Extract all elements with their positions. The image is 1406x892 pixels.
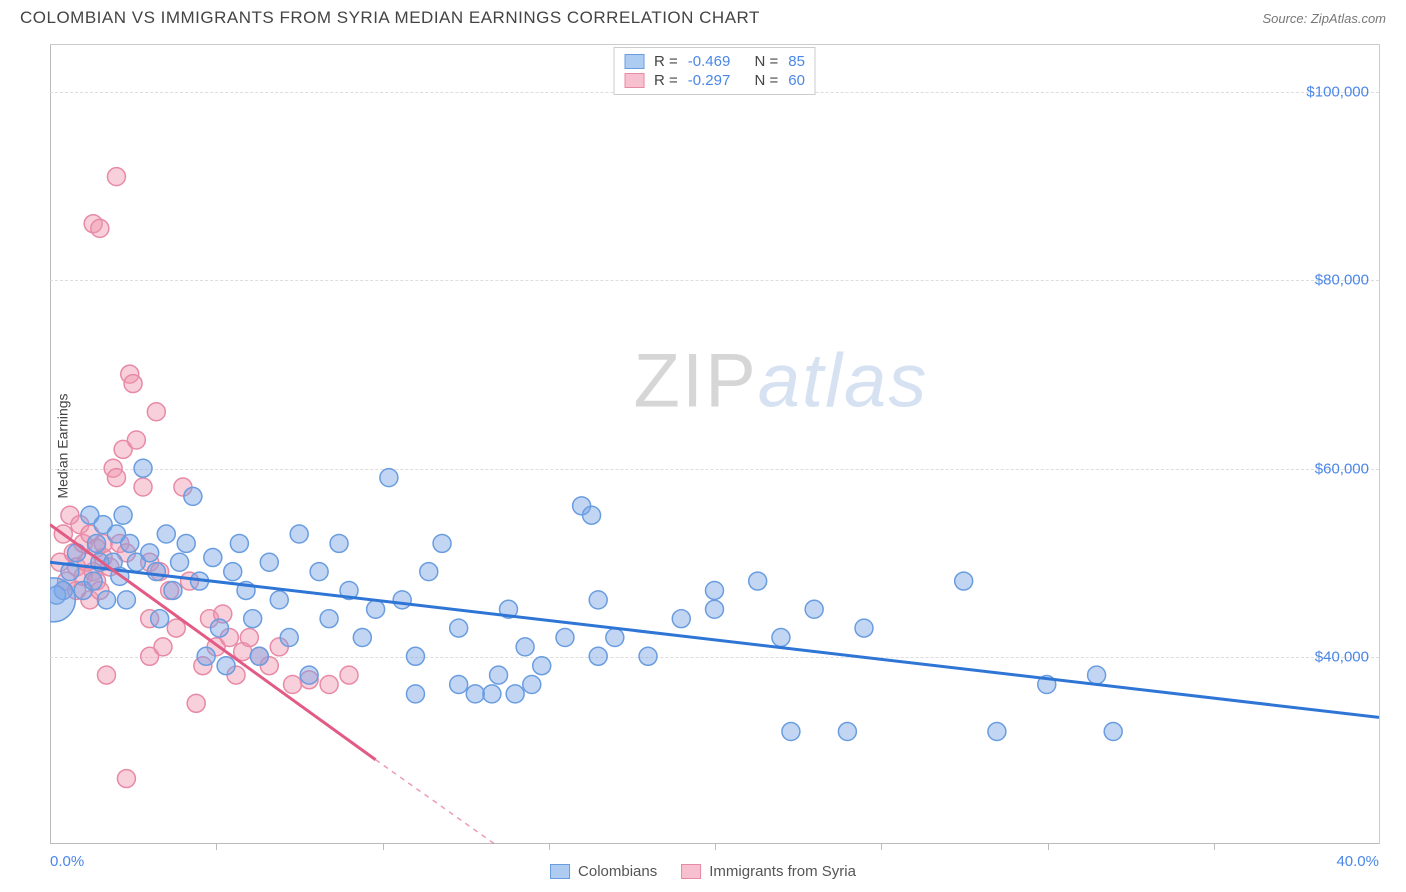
series-legend: Colombians Immigrants from Syria <box>550 863 856 880</box>
legend-label-colombians: Colombians <box>578 863 657 880</box>
x-tick <box>383 844 384 850</box>
r-value-syria: -0.297 <box>688 72 731 89</box>
x-tick <box>881 844 882 850</box>
chart-title: COLOMBIAN VS IMMIGRANTS FROM SYRIA MEDIA… <box>20 8 760 28</box>
x-tick <box>1048 844 1049 850</box>
x-tick <box>216 844 217 850</box>
trend-lines-layer <box>50 45 1379 844</box>
legend-item-syria: Immigrants from Syria <box>681 863 856 880</box>
x-tick <box>1214 844 1215 850</box>
swatch-syria <box>624 73 644 88</box>
x-axis-max-label: 40.0% <box>1336 853 1379 870</box>
x-tick <box>549 844 550 850</box>
swatch-colombians <box>624 54 644 69</box>
n-value-syria: 60 <box>788 72 805 89</box>
source-label: Source: ZipAtlas.com <box>1262 11 1386 26</box>
chart-plot-area: ZIPatlas R = -0.469 N = 85 R = -0.297 N … <box>50 44 1380 844</box>
legend-swatch-syria <box>681 864 701 879</box>
correlation-row-syria: R = -0.297 N = 60 <box>624 71 805 90</box>
r-label: R = <box>654 72 678 89</box>
x-tick <box>715 844 716 850</box>
r-label: R = <box>654 53 678 70</box>
x-axis-min-label: 0.0% <box>50 853 84 870</box>
correlation-row-colombians: R = -0.469 N = 85 <box>624 52 805 71</box>
legend-swatch-colombians <box>550 864 570 879</box>
n-label: N = <box>755 53 779 70</box>
legend-label-syria: Immigrants from Syria <box>709 863 856 880</box>
n-value-colombians: 85 <box>788 53 805 70</box>
r-value-colombians: -0.469 <box>688 53 731 70</box>
legend-item-colombians: Colombians <box>550 863 657 880</box>
trend-line-extension <box>376 760 516 845</box>
trend-line <box>50 525 376 760</box>
n-label: N = <box>755 72 779 89</box>
trend-line <box>50 562 1379 717</box>
correlation-legend: R = -0.469 N = 85 R = -0.297 N = 60 <box>613 47 816 95</box>
